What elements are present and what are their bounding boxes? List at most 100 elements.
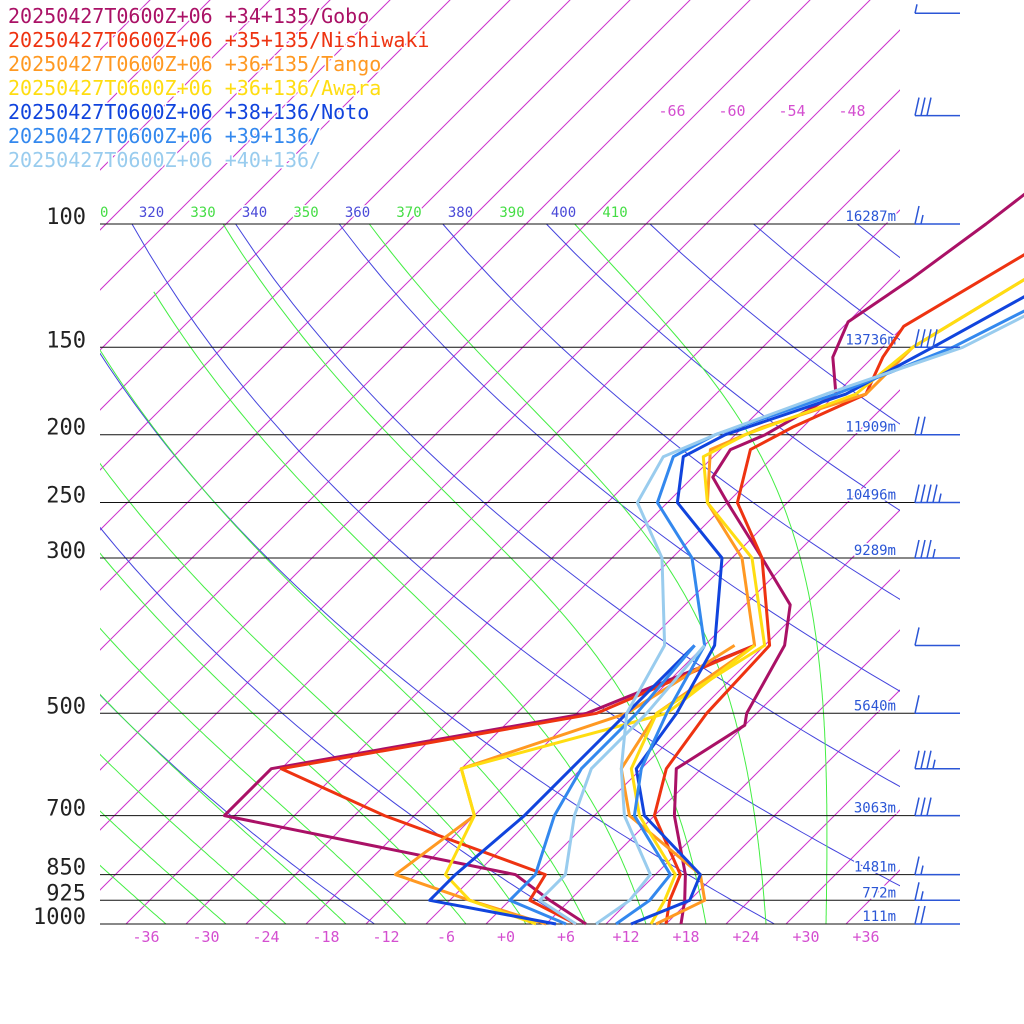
- upper-temperature-label: -48: [838, 102, 865, 120]
- theta-label: 0: [100, 205, 108, 221]
- theta-label: 320: [139, 205, 164, 221]
- wind-barb-icon: [914, 882, 960, 902]
- upper-temperature-label: -54: [778, 102, 805, 120]
- dewpoint-profile-line: [538, 644, 706, 926]
- dewpoint-profile-line: [279, 644, 756, 926]
- temperature-profile-line: [615, 309, 1024, 926]
- legend-entry: 20250427T0600Z+06 +36+135/Tango: [8, 52, 381, 76]
- moist-adiabat-line: [100, 693, 347, 924]
- height-label: 5640m: [854, 698, 896, 714]
- height-label: 111m: [862, 909, 896, 925]
- height-label: 9289m: [854, 543, 896, 559]
- temperature-profile-line: [652, 253, 1024, 925]
- isotherm-line: [100, 0, 511, 411]
- temperature-profile-line: [595, 314, 1024, 926]
- temperature-tick-label: -12: [372, 928, 399, 946]
- wind-barb-icon: [914, 627, 960, 647]
- temperature-tick-label: +12: [612, 928, 639, 946]
- temperature-profile-line: [619, 278, 1024, 926]
- theta-label: 330: [190, 205, 215, 221]
- pressure-tick-label: 925: [46, 881, 86, 906]
- moist-adiabat-line: [100, 627, 407, 924]
- isotherm-line: [100, 0, 451, 351]
- dewpoint-profile-line: [428, 644, 696, 926]
- sounding-series: [222, 192, 1024, 926]
- moist-adiabat-line: [100, 810, 227, 924]
- temperature-profile-line: [629, 278, 1024, 925]
- dry-adiabat-grid: [100, 223, 1024, 924]
- moist-adiabat-line: [153, 291, 647, 924]
- legend-entry: 20250427T0600Z+06 +38+136/Noto: [8, 100, 369, 124]
- legend-entry: 20250427T0600Z+06 +36+136/Awara: [8, 76, 381, 100]
- isotherm-line: [545, 569, 900, 924]
- height-label: 16287m: [845, 209, 896, 225]
- moist-adiabat-grid: [100, 223, 828, 924]
- wind-barb-icon: [914, 905, 960, 925]
- isotherm-line: [100, 0, 271, 171]
- isotherm-line: [425, 449, 900, 924]
- pressure-tick-label: 300: [46, 539, 86, 564]
- height-label: 10496m: [845, 488, 896, 504]
- height-label: 11909m: [845, 420, 896, 436]
- dry-adiabat-line: [338, 223, 900, 692]
- temperature-tick-label: +24: [732, 928, 759, 946]
- series-group: [279, 253, 1024, 926]
- temperature-profile-line: [672, 192, 1024, 925]
- theta-label: 350: [293, 205, 318, 221]
- series-group: [508, 309, 1024, 926]
- isotherm-line: [485, 509, 900, 924]
- legend-entry: 20250427T0600Z+06 +35+135/Nishiwaki: [8, 28, 429, 52]
- height-label: 1481m: [854, 860, 896, 876]
- wind-barb-icon: [914, 416, 960, 436]
- isotherm-line: [100, 0, 331, 231]
- moist-adiabat-line: [100, 753, 287, 924]
- temperature-tick-label: +36: [852, 928, 879, 946]
- wind-barb-icon: [914, 97, 960, 117]
- chart-legend: 20250427T0600Z+06 +34+135/Gobo20250427T0…: [7, 3, 431, 174]
- moist-adiabat-line: [574, 223, 828, 924]
- pressure-tick-label: 150: [46, 328, 86, 353]
- temperature-tick-label: -24: [252, 928, 279, 946]
- temperature-tick-label: -30: [192, 928, 219, 946]
- upper-temperature-label: -66: [658, 102, 685, 120]
- pressure-tick-label: 100: [46, 205, 86, 230]
- wind-barb-column: [914, 4, 960, 925]
- wind-barb-icon: [914, 4, 960, 15]
- pressure-tick-label: 500: [46, 694, 86, 719]
- dewpoint-profile-line: [508, 644, 696, 926]
- wind-barb-icon: [914, 484, 960, 504]
- isotherm-line: [966, 0, 1024, 924]
- wind-barb-icon: [914, 695, 960, 715]
- series-group: [538, 314, 1024, 926]
- isotherm-line: [906, 0, 1024, 924]
- series-group: [222, 192, 1024, 926]
- theta-label: 380: [448, 205, 473, 221]
- dry-adiabat-line: [961, 224, 1024, 924]
- dry-adiabat-line: [442, 223, 900, 600]
- wind-barb-icon: [914, 797, 960, 817]
- temperature-tick-label: +6: [557, 928, 575, 946]
- temperature-tick-label: +0: [497, 928, 515, 946]
- dry-adiabat-line: [753, 223, 900, 341]
- moist-adiabat-line: [100, 462, 527, 924]
- isotherm-line: [100, 0, 391, 291]
- dry-adiabat-line: [546, 223, 900, 512]
- theta-label: 340: [242, 205, 267, 221]
- series-group: [393, 278, 1024, 926]
- moist-adiabat-line: [100, 864, 167, 924]
- isotherm-line: [665, 689, 900, 924]
- pressure-tick-label: 200: [46, 416, 86, 441]
- temperature-tick-label: -6: [437, 928, 455, 946]
- isobar-grid: [100, 223, 960, 925]
- temperature-tick-label: +30: [792, 928, 819, 946]
- isotherm-line: [845, 869, 900, 924]
- upper-temperature-label: -60: [718, 102, 745, 120]
- temperature-tick-label: -36: [132, 928, 159, 946]
- isotherm-line: [785, 809, 900, 924]
- height-label: 3063m: [854, 801, 896, 817]
- theta-label: 400: [551, 205, 576, 221]
- theta-label: 360: [345, 205, 370, 221]
- height-label: 772m: [862, 885, 896, 901]
